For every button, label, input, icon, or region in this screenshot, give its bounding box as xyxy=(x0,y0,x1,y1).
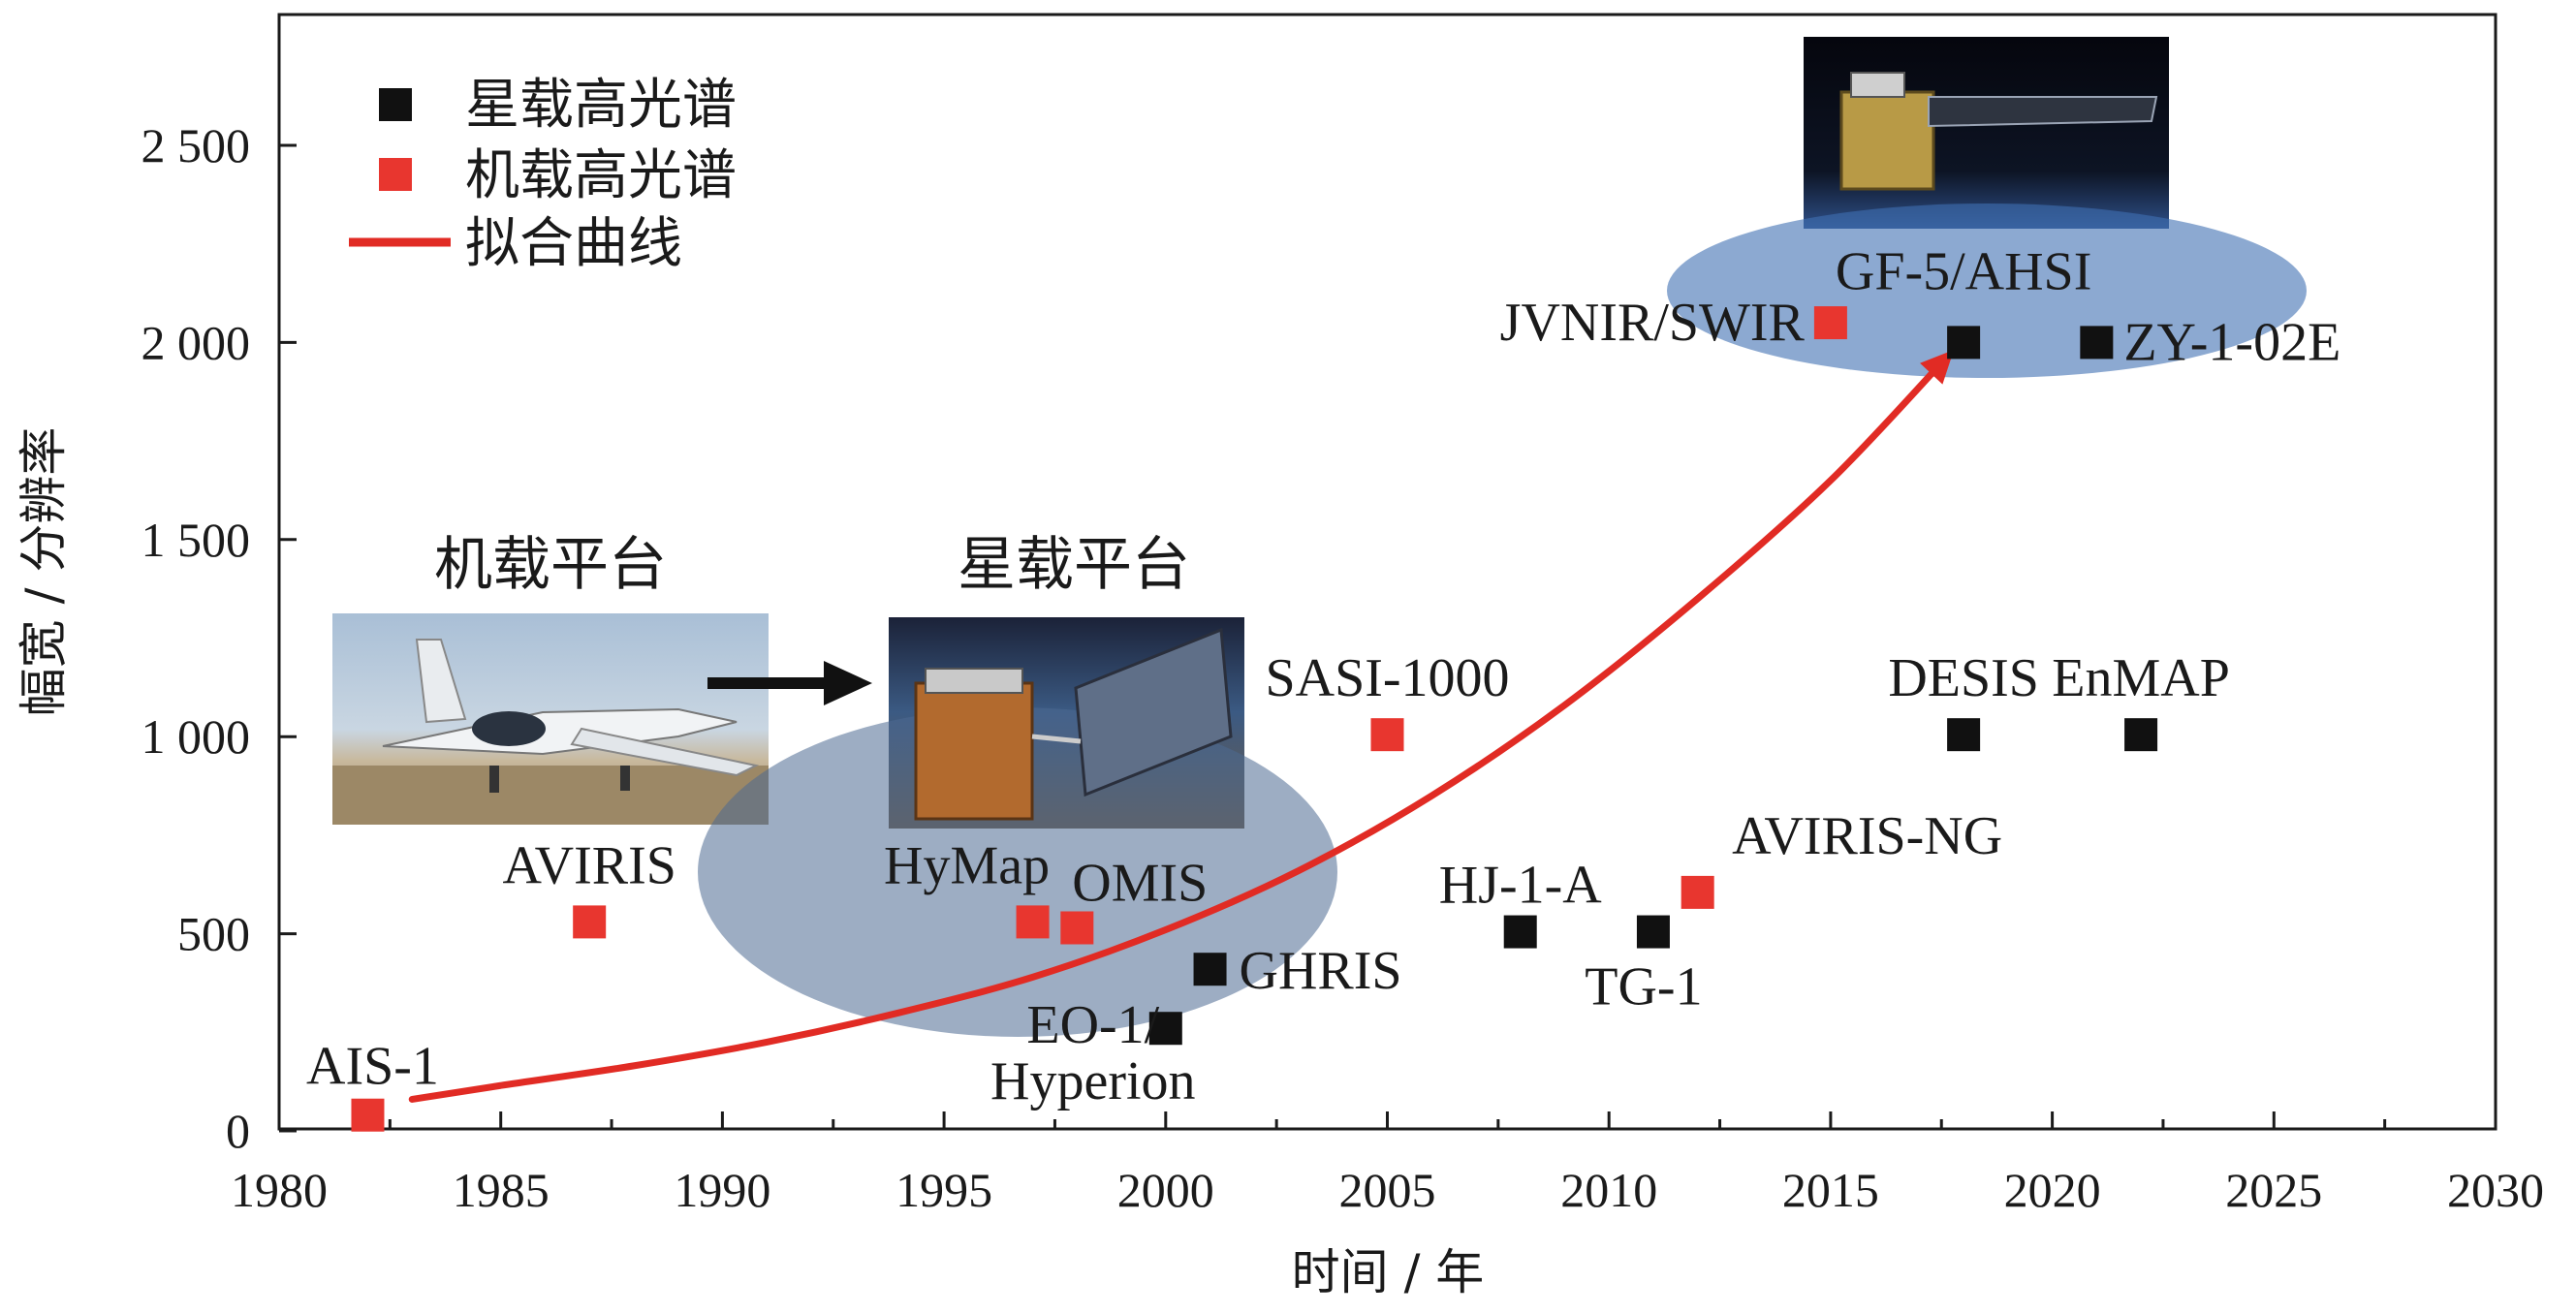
y-tick-label: 2 500 xyxy=(141,118,251,172)
point-label-enmap: EnMAP xyxy=(2052,648,2230,708)
point-label-aviris: AVIRIS xyxy=(502,835,675,895)
x-tick-label: 2000 xyxy=(1117,1163,1214,1217)
fit-curve-arrowhead xyxy=(1920,349,1955,385)
point-label-ais-1: AIS-1 xyxy=(306,1037,439,1097)
point-sasi-1000 xyxy=(1370,718,1404,752)
point-desis xyxy=(1947,718,1981,752)
y-axis-title: 幅宽 / 分辨率 xyxy=(16,427,72,717)
point-jvnir-swir xyxy=(1813,306,1847,340)
point-tg-1 xyxy=(1636,915,1670,949)
point-eo-1-hyperion xyxy=(1148,1012,1182,1046)
x-tick-label: 2020 xyxy=(2004,1163,2101,1217)
platform-transition-arrow xyxy=(707,661,872,705)
point-hj-1-a xyxy=(1503,915,1537,949)
y-tick-label: 500 xyxy=(177,907,250,961)
point-label-zy-1-02e: ZY-1-02E xyxy=(2123,312,2340,372)
x-tick-label: 1985 xyxy=(453,1163,550,1217)
point-label-omis: OMIS xyxy=(1072,853,1208,913)
point-zy-1-02e xyxy=(2080,326,2114,360)
point-omis xyxy=(1060,911,1094,945)
spaceborne-platform-photo xyxy=(698,617,1337,1037)
x-tick-label: 2015 xyxy=(1782,1163,1879,1217)
x-axis: 1980 1985 1990 1995 2000 2005 2010 2015 2020 2025… xyxy=(231,1111,2544,1217)
x-tick-label: 2030 xyxy=(2447,1163,2544,1217)
point-label-gf-5-ahsi: GF-5/AHSI xyxy=(1836,241,2091,301)
x-tick-label: 2025 xyxy=(2225,1163,2322,1217)
airborne-platform-photo xyxy=(332,613,769,825)
point-label-hj-1-a: HJ-1-A xyxy=(1439,856,1603,916)
x-tick-label: 1990 xyxy=(674,1163,770,1217)
point-hymap xyxy=(1016,905,1050,939)
fit-curve xyxy=(408,349,1955,1103)
y-tick-label: 1 500 xyxy=(141,513,251,567)
legend-label-airborne: 机载高光谱 xyxy=(465,144,737,207)
y-tick-label: 2 000 xyxy=(141,315,251,369)
x-tick-label: 2005 xyxy=(1339,1163,1436,1217)
point-label-sasi-1000: SASI-1000 xyxy=(1265,648,1509,708)
legend-marker-spaceborne xyxy=(379,88,412,121)
data-points: EO-1/Hyperion GHRIS HJ-1-A TG-1 DESIS EnMAP GF… xyxy=(306,241,2340,1132)
point-ghris xyxy=(1193,953,1227,986)
legend-label-spaceborne: 星载高光谱 xyxy=(465,74,737,137)
point-label-ghris: GHRIS xyxy=(1240,941,1402,1001)
point-label-hymap: HyMap xyxy=(884,835,1050,895)
point-gf-5-ahsi xyxy=(1947,326,1981,360)
airborne-platform-caption: 机载平台 xyxy=(434,531,667,599)
x-tick-label: 2010 xyxy=(1560,1163,1657,1217)
point-label-desis: DESIS xyxy=(1888,648,2039,708)
point-enmap xyxy=(2124,718,2158,752)
y-axis: 0 500 1 000 1 500 2 000 2 500 xyxy=(141,118,297,1158)
point-label-tg-1: TG-1 xyxy=(1585,957,1702,1017)
y-tick-label: 1 000 xyxy=(141,709,251,764)
fit-curve-line xyxy=(408,355,1950,1103)
x-tick-label: 1980 xyxy=(231,1163,328,1217)
point-label-eo-1-hyperion: EO-1/Hyperion xyxy=(990,995,1196,1111)
point-label-aviris-ng: AVIRIS-NG xyxy=(1732,806,2002,866)
x-tick-label: 1995 xyxy=(895,1163,992,1217)
point-aviris xyxy=(573,905,607,939)
legend: 星载高光谱 机载高光谱 拟合曲线 xyxy=(349,74,737,275)
spaceborne-platform-caption: 星载平台 xyxy=(958,531,1190,599)
point-label-jvnir-swir: JVNIR/SWIR xyxy=(1500,293,1806,353)
legend-label-fit-curve: 拟合曲线 xyxy=(465,212,682,275)
x-axis-title: 时间 / 年 xyxy=(1292,1244,1485,1300)
y-tick-label: 0 xyxy=(226,1104,250,1158)
legend-marker-airborne xyxy=(379,158,412,191)
point-aviris-ng xyxy=(1681,875,1714,909)
point-ais-1 xyxy=(351,1098,385,1132)
